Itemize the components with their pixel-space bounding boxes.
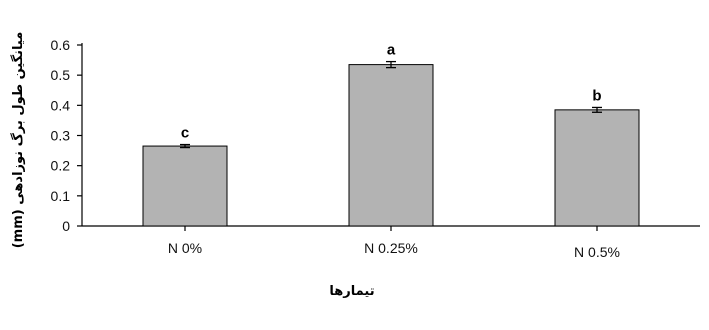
bar-1 xyxy=(142,145,228,227)
chart-bars xyxy=(142,60,640,231)
y-tick-label: 0 xyxy=(62,218,70,234)
y-axis-title: (mm) میانگین طول برگ نوزادهی xyxy=(9,32,26,249)
x-axis-title: تیمارها xyxy=(329,284,374,299)
category-label: N 0% xyxy=(168,240,202,256)
y-axis-ticks: 0 0.1 0.2 0.3 0.4 0.5 0.6 xyxy=(51,37,82,234)
bar-2 xyxy=(348,64,434,227)
significance-letter: b xyxy=(592,87,601,104)
bar-3 xyxy=(554,109,640,227)
significance-letter: a xyxy=(387,42,396,59)
chart-labels: c N 0% a N 0.25% b N 0.5% xyxy=(168,42,620,260)
significance-letter: c xyxy=(181,125,189,142)
y-tick-label: 0.6 xyxy=(51,37,71,53)
category-label: N 0.25% xyxy=(364,240,418,256)
y-tick-label: 0.5 xyxy=(51,67,71,83)
y-tick-label: 0.4 xyxy=(51,97,71,113)
y-tick-label: 0.2 xyxy=(51,158,71,174)
y-tick-label: 0.1 xyxy=(51,188,71,204)
category-label: N 0.5% xyxy=(574,244,620,260)
y-tick-label: 0.3 xyxy=(51,128,71,144)
